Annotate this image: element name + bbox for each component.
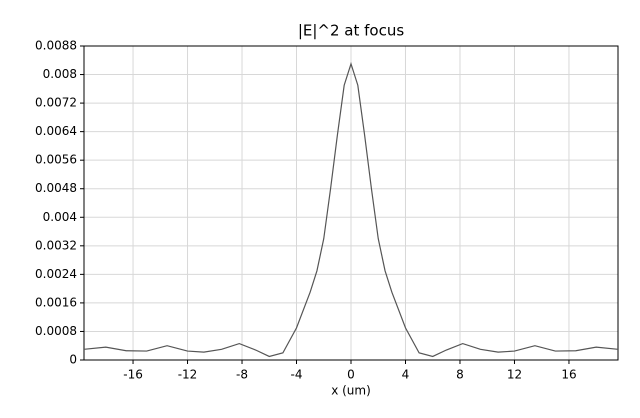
- x-axis-label: x (um): [331, 384, 371, 398]
- x-tick-label: -12: [178, 368, 198, 382]
- y-tick-label: 0.0072: [35, 96, 77, 110]
- y-tick-label: 0.0008: [35, 324, 77, 338]
- y-tick-label: 0.0064: [35, 124, 77, 138]
- y-tick-label: 0.0056: [35, 153, 77, 167]
- x-tick-label: 16: [561, 368, 576, 382]
- y-tick-label: 0.004: [43, 210, 77, 224]
- y-tick-label: 0.0032: [35, 238, 77, 252]
- plot-frame: [83, 45, 619, 361]
- y-tick-label: 0.0024: [35, 267, 77, 281]
- x-tick-label: -16: [123, 368, 143, 382]
- data-line: [83, 61, 619, 358]
- x-tick-label: 4: [402, 368, 410, 382]
- x-tick-label: -8: [236, 368, 248, 382]
- x-tick-label: 0: [347, 368, 355, 382]
- y-tick-label: 0: [69, 353, 77, 367]
- y-tick-label: 0.0048: [35, 181, 77, 195]
- y-tick-label: 0.0016: [35, 295, 77, 309]
- chart-title: |E|^2 at focus: [298, 22, 405, 40]
- y-tick-label: 0.0088: [35, 39, 77, 53]
- x-tick-label: 8: [456, 368, 464, 382]
- y-tick-label: 0.008: [43, 67, 77, 81]
- x-tick-label: 12: [507, 368, 522, 382]
- x-tick-label: -4: [291, 368, 303, 382]
